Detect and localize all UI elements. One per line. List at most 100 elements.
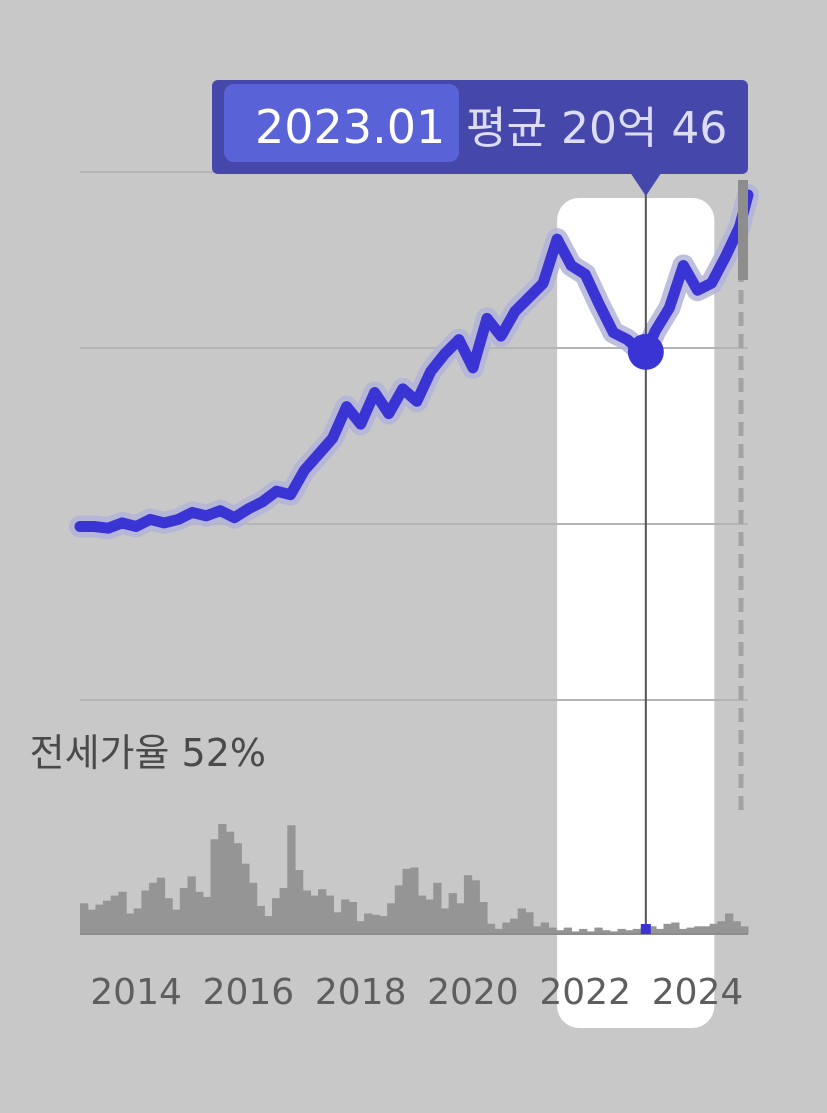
volume-bar [655, 928, 665, 934]
volume-bar [379, 916, 388, 934]
volume-bar [525, 912, 534, 934]
volume-bar [356, 921, 365, 934]
volume-bar [663, 923, 672, 934]
scroll-handle[interactable] [738, 180, 748, 280]
volume-bar [149, 882, 158, 934]
volume-bar [586, 931, 596, 934]
x-tick-label: 2024 [652, 972, 744, 1013]
volume-bar [172, 909, 181, 934]
volume-bar [187, 876, 196, 934]
selected-period-highlight[interactable] [557, 198, 715, 1028]
volume-bar [709, 923, 718, 934]
volume-bar [156, 877, 166, 934]
volume-bar [241, 863, 250, 934]
volume-bar [325, 895, 334, 934]
cursor-axis-marker [640, 924, 651, 934]
volume-bar [671, 922, 680, 934]
volume-bar [479, 902, 488, 934]
volume-bar [295, 870, 304, 934]
volume-bar [310, 895, 319, 934]
volume-bar [371, 914, 381, 934]
volume-bar [571, 931, 580, 934]
x-tick-label: 2022 [539, 972, 631, 1013]
x-axis-ticks: 2014 2016 2018 2020 2022 2024 [90, 972, 743, 1013]
tooltip: 2023.01 평균 20억 46 [212, 80, 748, 196]
volume-bar [494, 928, 503, 934]
volume-bar [264, 916, 273, 934]
volume-bar [548, 927, 557, 934]
volume-bar [648, 926, 657, 934]
volume-bars [80, 824, 749, 934]
volume-bar [732, 921, 741, 934]
volume-bar [486, 923, 496, 934]
volume-bar [195, 891, 204, 934]
volume-bar [410, 867, 419, 934]
volume-bar [87, 909, 96, 934]
volume-bar [302, 890, 311, 934]
volume-bar [602, 930, 611, 934]
volume-bar [625, 930, 634, 934]
volume-bar [210, 839, 219, 934]
volume-bar [471, 880, 480, 934]
cursor-point [627, 333, 664, 370]
volume-bar [563, 927, 572, 934]
volume-bar [617, 928, 626, 934]
tooltip-date-chip [224, 84, 459, 162]
tooltip-value: 평균 20억 46 [466, 103, 727, 154]
volume-bar [694, 926, 703, 934]
volume-bar [287, 825, 296, 934]
volume-bar [272, 898, 281, 934]
volume-bar [126, 913, 135, 934]
volume-bar [248, 882, 258, 934]
volume-bar [725, 913, 734, 934]
volume-bar [279, 888, 288, 934]
volume-bar [164, 898, 173, 934]
volume-bar [456, 903, 465, 934]
volume-bar [233, 843, 242, 934]
x-tick-label: 2020 [427, 972, 519, 1013]
volume-bar [433, 882, 442, 934]
volume-bar [594, 927, 603, 934]
volume-bar [540, 922, 549, 934]
volume-bar [701, 926, 711, 934]
volume-bar [95, 904, 104, 934]
volume-bar [394, 885, 404, 934]
volume-bar [318, 889, 327, 934]
volume-bar [448, 893, 457, 934]
volume-bar [717, 921, 726, 934]
volume-bar [686, 927, 695, 934]
x-tick-label: 2014 [90, 972, 182, 1013]
volume-bar [80, 903, 89, 934]
volume-bar [333, 912, 342, 934]
tooltip-date: 2023.01 [255, 100, 445, 154]
volume-bar [632, 928, 642, 934]
volume-bar [417, 895, 427, 934]
volume-bar [533, 926, 542, 934]
volume-bar [256, 905, 265, 934]
volume-bar [341, 899, 350, 934]
x-tick-label: 2016 [203, 972, 295, 1013]
volume-bar [364, 913, 373, 934]
volume-bar [678, 928, 688, 934]
volume-bar [402, 868, 411, 934]
volume-bar [118, 891, 127, 934]
volume-bar [740, 926, 749, 934]
volume-bar [463, 875, 473, 934]
volume-bar [440, 908, 450, 934]
volume-bar [110, 895, 119, 934]
volume-bar [579, 928, 588, 934]
volume-bar [133, 908, 142, 934]
volume-bar [348, 902, 357, 934]
volume-bar [141, 890, 150, 934]
volume-bar [517, 908, 526, 934]
volume-bar [225, 831, 235, 934]
tooltip-pointer [629, 172, 662, 196]
x-tick-label: 2018 [315, 972, 407, 1013]
volume-bar [510, 918, 519, 934]
volume-bar [202, 896, 212, 934]
volume-bar [218, 824, 227, 934]
volume-bar [556, 930, 565, 934]
volume-bar [425, 899, 434, 934]
volume-bar [179, 888, 189, 934]
